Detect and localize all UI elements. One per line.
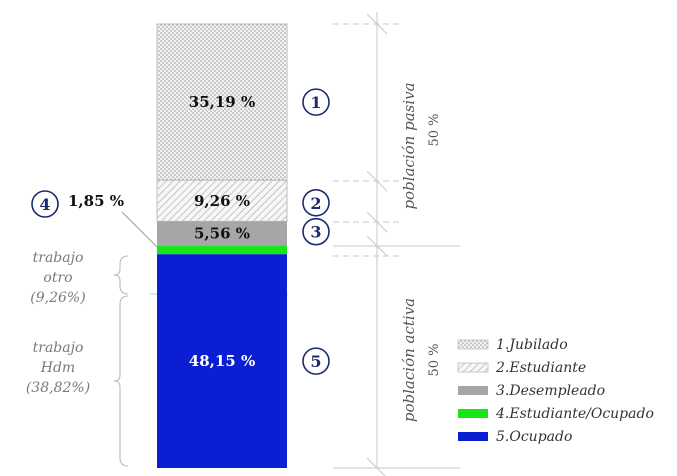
segment-3-value-label: 5,56 % — [194, 225, 250, 243]
legend: 1.Jubilado 2.Estudiante 3.Desempleado 4.Est… — [457, 337, 654, 445]
segment-4 — [157, 246, 287, 255]
subdivision-labels: trabajo otro (9,26%) trabajo Hdm (38,82%) — [26, 250, 129, 467]
badge-4-circle — [31, 190, 59, 218]
badge-3-circle — [302, 217, 330, 246]
legend-label-1: 1.Jubilado — [496, 337, 568, 353]
bar-segments: 35,19 % 9,26 % 5,56 % 1,85 % 48,15 % — [68, 23, 288, 468]
badge-2-circle — [302, 188, 330, 217]
legend-swatch-3 — [458, 386, 488, 395]
badge-3-number: 3 — [310, 223, 321, 242]
legend-label-3: 3.Desempleado — [496, 383, 605, 399]
segment-3 — [157, 221, 287, 247]
badge-5-circle — [302, 347, 330, 375]
group-1-value: 50 % — [427, 113, 442, 146]
badge-5-number: 5 — [310, 352, 321, 371]
segment-1 — [156, 23, 288, 181]
badge-1-number: 1 — [310, 93, 321, 112]
segment-1-value-label: 35,19 % — [189, 93, 255, 111]
segment-5-value-label: 48,15 % — [189, 352, 255, 370]
subdivision-1-line2: otro — [43, 270, 72, 286]
group-labels: población pasiva 50 % población activa 50 % — [400, 82, 442, 422]
segment-badges: 1 2 3 4 5 — [31, 88, 330, 375]
legend-label-2: 2.Estudiante — [495, 360, 586, 376]
subdivision-1-brace — [113, 255, 129, 295]
legend-swatch-4 — [458, 409, 488, 418]
group-2-value: 50 % — [427, 343, 442, 376]
badge-1-circle — [302, 88, 330, 116]
leader-line-4 — [121, 211, 161, 251]
guide-lines — [333, 12, 460, 476]
badge-4-number: 4 — [39, 195, 50, 214]
group-2-label: población activa — [400, 298, 418, 422]
subdivision-2-brace — [113, 295, 129, 467]
subdivision-1-value: (9,26%) — [30, 290, 85, 306]
legend-label-5: 5.Ocupado — [496, 429, 572, 445]
segment-4-value-label: 1,85 % — [68, 192, 124, 210]
subdivision-1-line1: trabajo — [33, 250, 84, 266]
legend-swatch-5 — [458, 432, 488, 441]
segment-2-value-label: 9,26 % — [194, 192, 250, 210]
legend-swatch-2 — [457, 362, 489, 373]
subdivision-2-line1: trabajo — [33, 340, 84, 356]
group-1-label: población pasiva — [400, 82, 418, 209]
legend-swatch-1 — [457, 339, 489, 350]
subdivision-2-value: (38,82%) — [26, 380, 90, 396]
badge-2-number: 2 — [310, 194, 321, 213]
subdivision-2-line2: Hdm — [40, 360, 75, 376]
legend-label-4: 4.Estudiante/Ocupado — [495, 406, 654, 422]
segment-5 — [157, 254, 287, 468]
